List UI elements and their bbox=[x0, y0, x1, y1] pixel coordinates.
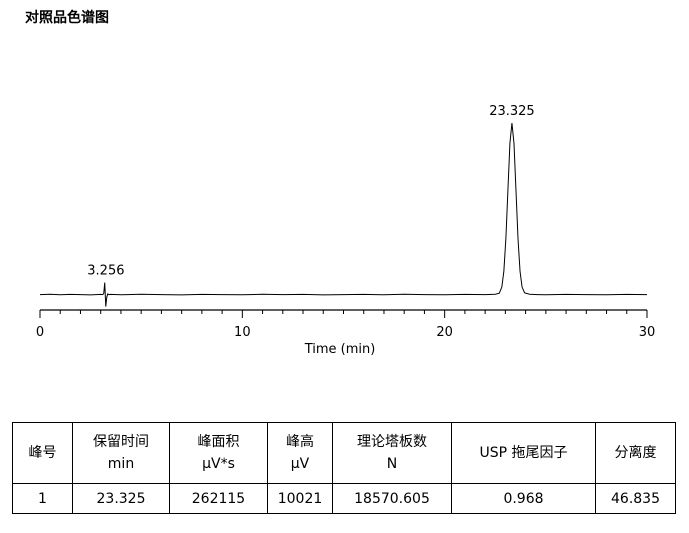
data-cell: 262115 bbox=[169, 483, 268, 514]
header-text: 理论塔板数 bbox=[357, 434, 427, 450]
peak-label: 23.325 bbox=[489, 104, 535, 119]
data-cell: 0.968 bbox=[451, 483, 596, 514]
header-cell: USP 拖尾因子 bbox=[451, 422, 596, 484]
x-tick-label: 0 bbox=[36, 325, 44, 340]
peak-label: 3.256 bbox=[87, 264, 124, 279]
header-text: 分离度 bbox=[614, 445, 657, 461]
x-tick-label: 30 bbox=[639, 325, 656, 340]
header-text: 峰号 bbox=[28, 445, 57, 461]
data-cell: 18570.605 bbox=[332, 483, 452, 514]
header-text: 峰面积 bbox=[197, 434, 240, 450]
x-axis-label: Time (min) bbox=[304, 342, 376, 357]
header-text: min bbox=[107, 456, 135, 472]
data-cell: 1 bbox=[12, 483, 73, 514]
header-text: 峰高 bbox=[286, 434, 314, 450]
data-cell: 10021 bbox=[267, 483, 333, 514]
chart-title: 对照品色谱图 bbox=[25, 9, 109, 26]
header-cell: 分离度 bbox=[595, 422, 676, 484]
data-row: 1 23.325 262115 10021 18570.605 0.968 46.835 bbox=[12, 483, 676, 514]
header-cell: 峰面积 μV*s bbox=[169, 422, 268, 484]
header-text: N bbox=[386, 456, 398, 472]
header-cell: 保留时间 min bbox=[72, 422, 170, 484]
x-tick-label: 20 bbox=[436, 325, 453, 340]
trace bbox=[39, 122, 648, 307]
data-cell: 46.835 bbox=[595, 483, 676, 514]
header-text: USP 拖尾因子 bbox=[479, 445, 568, 461]
header-row: 峰号 保留时间 min 峰面积 μV*s 峰高 μV 理论塔板数 N USP 拖尾因子 分离度 bbox=[12, 422, 676, 484]
header-text: μV bbox=[290, 456, 310, 472]
header-cell: 理论塔板数 N bbox=[332, 422, 452, 484]
data-cell: 23.325 bbox=[72, 483, 170, 514]
results-table: 峰号 保留时间 min 峰面积 μV*s 峰高 μV 理论塔板数 N USP 拖尾因子 分离度 1 23… bbox=[12, 422, 676, 514]
header-cell: 峰高 μV bbox=[267, 422, 333, 484]
header-text: 保留时间 bbox=[93, 434, 149, 450]
chart: 对照品色谱图 Time (min) 0 10 20 30 3.256 23.325 bbox=[25, 9, 656, 357]
header-text: μV*s bbox=[202, 456, 235, 472]
header-cell: 峰号 bbox=[12, 422, 73, 484]
x-tick-label: 10 bbox=[234, 325, 251, 340]
